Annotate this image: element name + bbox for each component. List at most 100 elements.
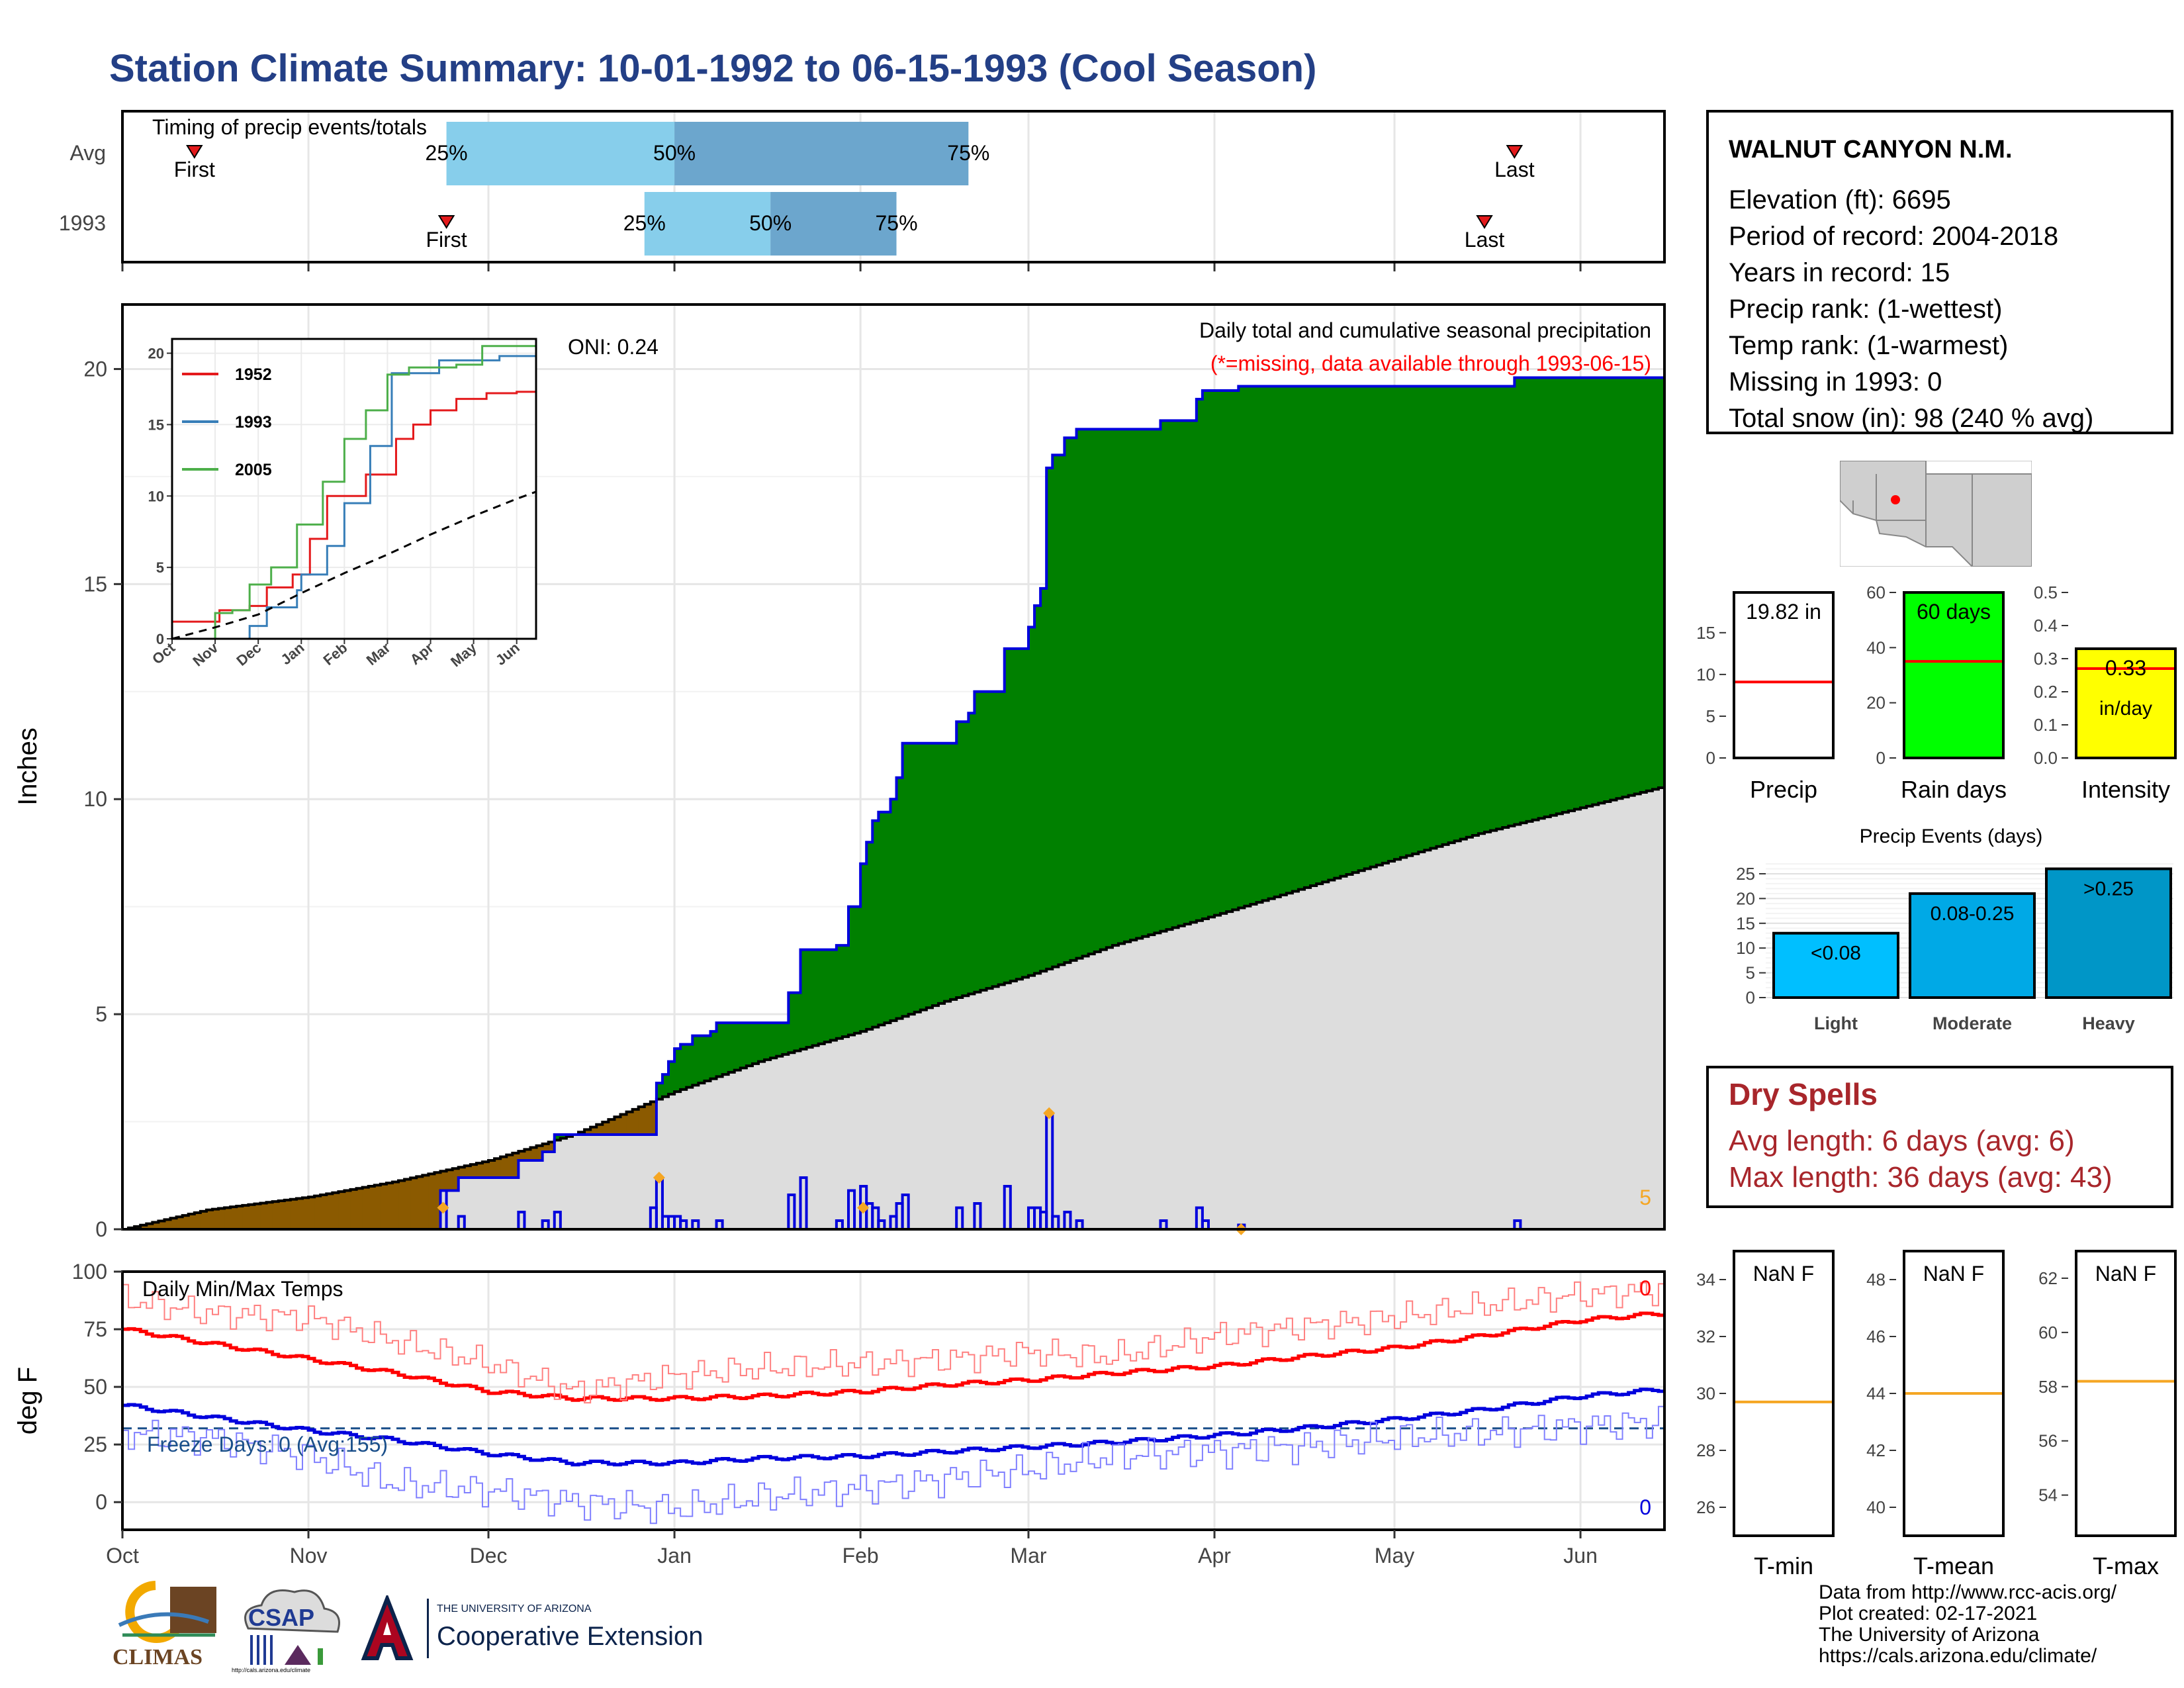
below-average-area bbox=[596, 1124, 603, 1135]
below-average-area bbox=[134, 1226, 141, 1229]
above-average-area bbox=[1136, 429, 1143, 939]
above-average-area bbox=[1274, 386, 1281, 897]
below-average-area bbox=[530, 1147, 537, 1161]
inset-legend-label: 1952 bbox=[235, 365, 272, 384]
above-average-area bbox=[1526, 377, 1533, 821]
below-average-area bbox=[248, 1204, 255, 1229]
above-average-area bbox=[1364, 386, 1371, 869]
above-average-area bbox=[836, 945, 843, 1039]
above-average-area bbox=[962, 722, 969, 996]
university-a-icon bbox=[361, 1593, 414, 1660]
temp-summary-ytick-label: 30 bbox=[1696, 1383, 1715, 1403]
below-average-area bbox=[638, 1107, 645, 1135]
below-average-area bbox=[176, 1217, 183, 1229]
below-average-area bbox=[152, 1222, 159, 1229]
above-average-area bbox=[734, 1023, 741, 1070]
above-average-area bbox=[1142, 429, 1149, 937]
timing-marker-last-icon bbox=[1506, 145, 1524, 159]
timing-panel: 25% 50% 75% 25% 50% 75% First Last First Last Ti… bbox=[59, 110, 1666, 271]
below-average-area bbox=[584, 1129, 591, 1135]
above-average-area bbox=[692, 1035, 699, 1086]
temp-panel: 0 25 50 75 100 Oct Nov Dec Jan Feb Mar Apr May Jun d… bbox=[13, 1260, 1666, 1568]
inset-legend-label: 2005 bbox=[235, 461, 272, 479]
month-label: Mar bbox=[1010, 1544, 1046, 1568]
above-average-area bbox=[698, 1035, 705, 1084]
below-average-area bbox=[548, 1142, 555, 1152]
above-average-area bbox=[1334, 386, 1342, 878]
above-average-area bbox=[902, 743, 909, 1017]
temp-summary-ytick-label: 60 bbox=[2038, 1323, 2058, 1342]
locator-map bbox=[1840, 461, 2032, 567]
below-average-area bbox=[494, 1158, 501, 1178]
above-average-area bbox=[1064, 438, 1071, 963]
timing-bar-q3 bbox=[674, 122, 969, 185]
below-average-area bbox=[182, 1215, 189, 1229]
below-average-area bbox=[602, 1121, 609, 1135]
main-chart-area: 25% 50% 75% 25% 50% 75% First Last First Last Ti… bbox=[13, 110, 1666, 1568]
climas-emblem-icon bbox=[118, 1581, 216, 1643]
credit-plot-created: Plot created: 02-17-2021 bbox=[1819, 1603, 2038, 1624]
above-average-area bbox=[1388, 386, 1395, 862]
below-average-area bbox=[212, 1209, 219, 1229]
above-average-area bbox=[1286, 386, 1293, 894]
temp-summary-ytick-label: 58 bbox=[2038, 1377, 2058, 1397]
above-average-area bbox=[1118, 429, 1125, 944]
credit-university: The University of Arizona bbox=[1819, 1624, 2040, 1646]
above-average-area bbox=[1340, 386, 1347, 876]
temp-summary-category-label: T-max bbox=[2093, 1552, 2159, 1579]
above-average-area bbox=[728, 1023, 735, 1072]
inset-line-average bbox=[171, 491, 537, 640]
timing-pct-label: 25% bbox=[623, 211, 666, 235]
inset-ytick-label: 0 bbox=[156, 631, 164, 647]
inset-ytick-label: 5 bbox=[156, 559, 164, 576]
timing-marker-last-label: Last bbox=[1494, 158, 1535, 181]
timing-pct-label: 75% bbox=[947, 141, 989, 165]
summary-bar-panels: 0 5 10 15 19.82 in Precip 0 20 40 60 60 days Rain d… bbox=[1696, 583, 2177, 803]
summary-bar-precip bbox=[1733, 591, 1835, 759]
below-average-area bbox=[200, 1211, 207, 1229]
timing-bar-q2 bbox=[644, 192, 771, 256]
temp-ytick-label: 75 bbox=[83, 1317, 107, 1341]
below-average-area bbox=[500, 1156, 507, 1178]
above-average-area bbox=[1262, 386, 1269, 901]
freeze-days-label: Freeze Days: 0 (Avg:155) bbox=[147, 1432, 388, 1456]
above-average-area bbox=[1322, 386, 1329, 882]
station-precip-rank: Precip rank: (1-wettest) bbox=[1729, 295, 2003, 324]
above-average-area bbox=[842, 945, 849, 1037]
timing-marker-first-icon bbox=[186, 145, 203, 159]
summary-ytick-label: 0 bbox=[1876, 748, 1886, 768]
summary-ytick-label: 5 bbox=[1706, 706, 1715, 726]
month-label: Oct bbox=[106, 1544, 139, 1568]
temp-line-daily-min bbox=[122, 1405, 1664, 1524]
csap-cloud-icon bbox=[244, 1589, 340, 1665]
above-average-area bbox=[992, 691, 999, 987]
below-average-area bbox=[188, 1214, 195, 1229]
summary-value-label: 60 days bbox=[1917, 600, 1991, 624]
below-average-area bbox=[296, 1198, 303, 1229]
above-average-area bbox=[740, 1023, 747, 1068]
events-ytick-label: 0 bbox=[1746, 988, 1755, 1008]
timing-row-label-avg: Avg bbox=[69, 141, 106, 165]
temp-summary-ytick-label: 40 bbox=[1866, 1497, 1886, 1517]
summary-value-label: 0.33 bbox=[2105, 656, 2146, 680]
summary-ytick-label: 0.2 bbox=[2034, 682, 2058, 702]
average-cumulative-line bbox=[122, 786, 1664, 1231]
station-total-snow: Total snow (in): 98 (240 % avg) bbox=[1729, 404, 2094, 433]
below-average-area bbox=[506, 1154, 513, 1178]
summary-unit-label: in/day bbox=[2099, 698, 2152, 720]
oni-label: ONI: 0.24 bbox=[568, 335, 659, 359]
csap-logo: CSAP http://cals.arizona.edu/climate bbox=[232, 1582, 351, 1681]
station-location-marker bbox=[1891, 495, 1900, 504]
below-average-area bbox=[482, 1162, 489, 1178]
missing-note: (*=missing, data available through 1993-… bbox=[1210, 352, 1651, 375]
below-average-area bbox=[308, 1197, 315, 1229]
above-average-area bbox=[1052, 455, 1059, 967]
snow-marker-icon bbox=[857, 1201, 870, 1214]
above-average-area bbox=[1298, 386, 1305, 890]
above-average-area bbox=[974, 691, 981, 992]
below-average-area bbox=[164, 1219, 171, 1229]
summary-value-label: 19.82 in bbox=[1746, 600, 1821, 624]
month-label: Apr bbox=[1198, 1544, 1231, 1568]
above-average-area bbox=[1616, 377, 1623, 799]
events-bar-label: <0.08 bbox=[1811, 943, 1861, 964]
